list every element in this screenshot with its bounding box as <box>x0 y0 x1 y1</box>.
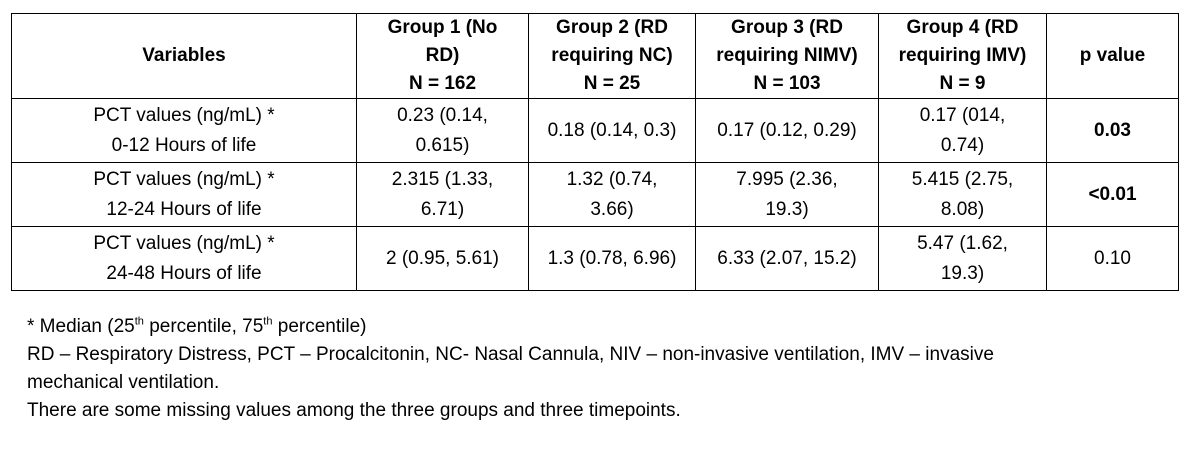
group-4-cell: 0.17 (014, 0.74) <box>878 98 1047 163</box>
group-3-cell: 6.33 (2.07, 15.2) <box>695 226 879 291</box>
p-value-cell: 0.10 <box>1046 226 1179 291</box>
group-4-cell: 5.47 (1.62, 19.3) <box>878 226 1047 291</box>
table-row: PCT values (ng/mL) * 0-12 Hours of life … <box>11 98 1179 163</box>
missing-values-note: There are some missing values among the … <box>27 400 681 421</box>
abbreviations-note: RD – Respiratory Distress, PCT – Procalc… <box>27 344 994 393</box>
header-group-1: Group 1 (No RD) N = 162 <box>356 13 529 99</box>
header-group-3: Group 3 (RD requiring NIMV) N = 103 <box>695 13 879 99</box>
group-1-cell: 0.23 (0.14, 0.615) <box>356 98 529 163</box>
p-value-cell: <0.01 <box>1046 162 1179 227</box>
variable-cell: PCT values (ng/mL) * 24-48 Hours of life <box>11 226 357 291</box>
table-footnotes: * Median (25th percentile, 75th percenti… <box>27 313 1187 425</box>
group-2-cell: 1.3 (0.78, 6.96) <box>528 226 696 291</box>
variable-cell: PCT values (ng/mL) * 12-24 Hours of life <box>11 162 357 227</box>
group-2-cell: 0.18 (0.14, 0.3) <box>528 98 696 163</box>
table-row: PCT values (ng/mL) * 12-24 Hours of life… <box>11 162 1179 227</box>
table-row: PCT values (ng/mL) * 24-48 Hours of life… <box>11 226 1179 291</box>
group-1-cell: 2 (0.95, 5.61) <box>356 226 529 291</box>
median-note: * Median (25th percentile, 75th percenti… <box>27 315 367 337</box>
header-group-4: Group 4 (RD requiring IMV) N = 9 <box>878 13 1047 99</box>
variable-cell: PCT values (ng/mL) * 0-12 Hours of life <box>11 98 357 163</box>
p-value-cell: 0.03 <box>1046 98 1179 163</box>
group-2-cell: 1.32 (0.74, 3.66) <box>528 162 696 227</box>
group-3-cell: 0.17 (0.12, 0.29) <box>695 98 879 163</box>
header-row: Variables Group 1 (No RD) N = 162 Group … <box>11 13 1179 99</box>
results-table: Variables Group 1 (No RD) N = 162 Group … <box>11 13 1179 291</box>
header-group-2: Group 2 (RD requiring NC) N = 25 <box>528 13 696 99</box>
header-variables: Variables <box>11 13 357 99</box>
group-1-cell: 2.315 (1.33, 6.71) <box>356 162 529 227</box>
group-4-cell: 5.415 (2.75, 8.08) <box>878 162 1047 227</box>
group-3-cell: 7.995 (2.36, 19.3) <box>695 162 879 227</box>
header-p-value: p value <box>1046 13 1179 99</box>
